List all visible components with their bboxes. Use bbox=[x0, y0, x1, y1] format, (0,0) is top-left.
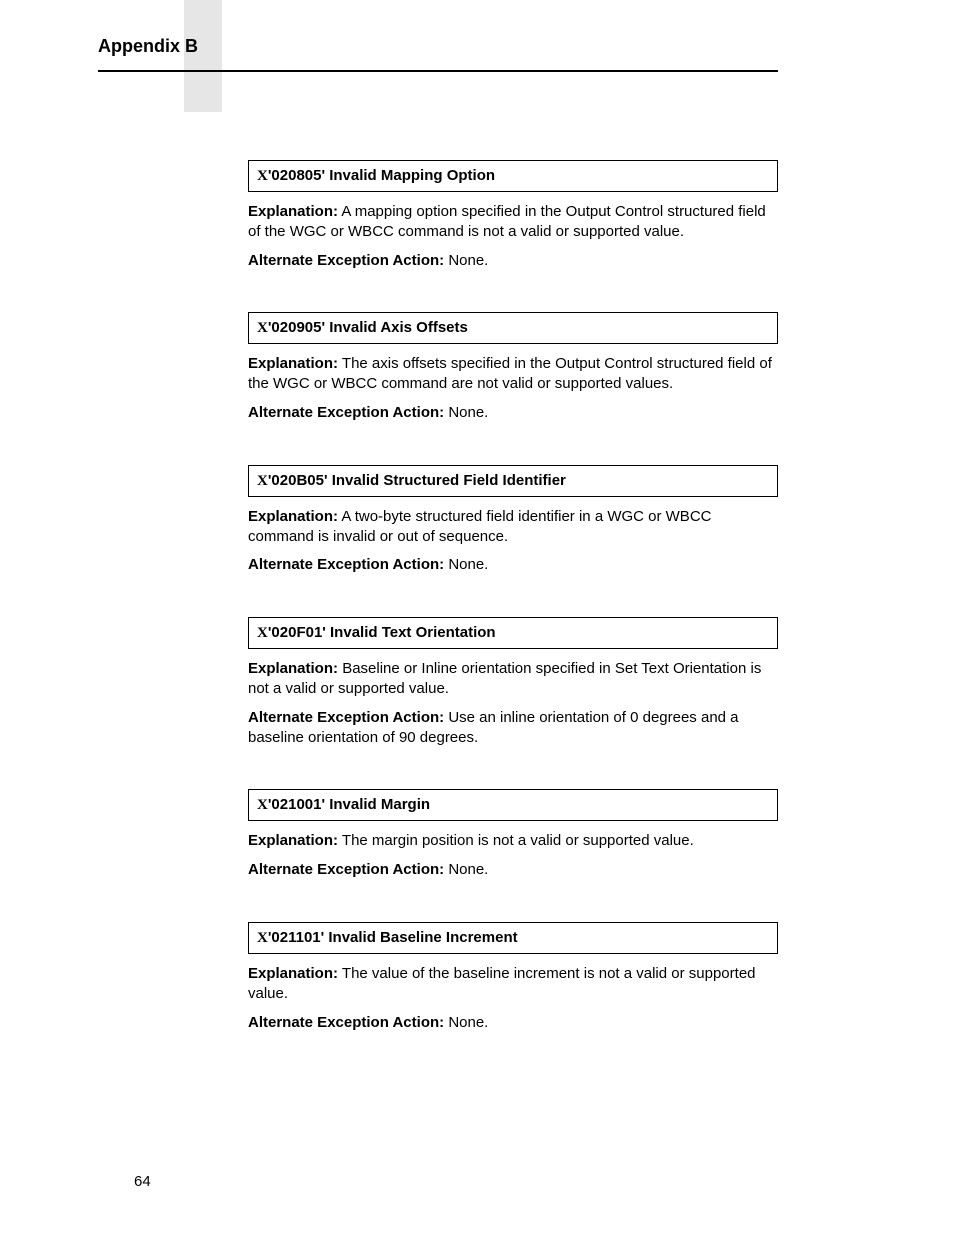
alternate-text: None. bbox=[448, 1014, 488, 1031]
error-code-box: X'020805' Invalid Mapping Option bbox=[248, 160, 778, 192]
code-prefix: X bbox=[257, 473, 268, 489]
explanation-para: Explanation: A two-byte structured field… bbox=[248, 507, 778, 547]
alternate-label: Alternate Exception Action: bbox=[248, 861, 444, 878]
alternate-para: Alternate Exception Action: None. bbox=[248, 1013, 778, 1033]
code-text: '020905' Invalid Axis Offsets bbox=[268, 319, 468, 336]
content-region: X'020805' Invalid Mapping Option Explana… bbox=[248, 160, 778, 1074]
code-prefix: X bbox=[257, 930, 268, 946]
explanation-label: Explanation: bbox=[248, 508, 338, 525]
alternate-label: Alternate Exception Action: bbox=[248, 404, 444, 421]
alternate-text: None. bbox=[448, 861, 488, 878]
explanation-label: Explanation: bbox=[248, 832, 338, 849]
code-text: '021101' Invalid Baseline Increment bbox=[268, 929, 518, 946]
error-entry: X'020B05' Invalid Structured Field Ident… bbox=[248, 465, 778, 575]
alternate-para: Alternate Exception Action: Use an inlin… bbox=[248, 708, 778, 748]
code-text: '020B05' Invalid Structured Field Identi… bbox=[268, 472, 566, 489]
alternate-label: Alternate Exception Action: bbox=[248, 709, 444, 726]
error-code-box: X'020B05' Invalid Structured Field Ident… bbox=[248, 465, 778, 497]
alternate-para: Alternate Exception Action: None. bbox=[248, 251, 778, 271]
header-region: Appendix B bbox=[0, 0, 954, 60]
error-entry: X'020F01' Invalid Text Orientation Expla… bbox=[248, 617, 778, 747]
explanation-label: Explanation: bbox=[248, 965, 338, 982]
alternate-para: Alternate Exception Action: None. bbox=[248, 403, 778, 423]
code-prefix: X bbox=[257, 625, 268, 641]
header-rule bbox=[98, 70, 778, 72]
appendix-label: Appendix B bbox=[98, 36, 198, 57]
error-entry: X'020905' Invalid Axis Offsets Explanati… bbox=[248, 312, 778, 422]
explanation-para: Explanation: The axis offsets specified … bbox=[248, 354, 778, 394]
code-prefix: X bbox=[257, 797, 268, 813]
code-text: '021001' Invalid Margin bbox=[268, 796, 430, 813]
error-entry: X'021101' Invalid Baseline Increment Exp… bbox=[248, 922, 778, 1032]
page-number: 64 bbox=[134, 1173, 151, 1190]
explanation-label: Explanation: bbox=[248, 203, 338, 220]
alternate-label: Alternate Exception Action: bbox=[248, 252, 444, 269]
alternate-text: None. bbox=[448, 252, 488, 269]
code-prefix: X bbox=[257, 320, 268, 336]
code-text: '020805' Invalid Mapping Option bbox=[268, 167, 495, 184]
code-text: '020F01' Invalid Text Orientation bbox=[268, 624, 496, 641]
explanation-para: Explanation: Baseline or Inline orientat… bbox=[248, 659, 778, 699]
error-code-box: X'020F01' Invalid Text Orientation bbox=[248, 617, 778, 649]
error-code-box: X'021101' Invalid Baseline Increment bbox=[248, 922, 778, 954]
alternate-para: Alternate Exception Action: None. bbox=[248, 555, 778, 575]
error-code-box: X'020905' Invalid Axis Offsets bbox=[248, 312, 778, 344]
alternate-label: Alternate Exception Action: bbox=[248, 1014, 444, 1031]
code-prefix: X bbox=[257, 168, 268, 184]
alternate-text: None. bbox=[448, 404, 488, 421]
explanation-label: Explanation: bbox=[248, 355, 338, 372]
explanation-text: The margin position is not a valid or su… bbox=[342, 832, 694, 849]
explanation-para: Explanation: A mapping option specified … bbox=[248, 202, 778, 242]
error-entry: X'020805' Invalid Mapping Option Explana… bbox=[248, 160, 778, 270]
alternate-text: None. bbox=[448, 556, 488, 573]
alternate-para: Alternate Exception Action: None. bbox=[248, 860, 778, 880]
alternate-label: Alternate Exception Action: bbox=[248, 556, 444, 573]
error-code-box: X'021001' Invalid Margin bbox=[248, 789, 778, 821]
explanation-para: Explanation: The margin position is not … bbox=[248, 831, 778, 851]
explanation-label: Explanation: bbox=[248, 660, 338, 677]
explanation-para: Explanation: The value of the baseline i… bbox=[248, 964, 778, 1004]
error-entry: X'021001' Invalid Margin Explanation: Th… bbox=[248, 789, 778, 880]
